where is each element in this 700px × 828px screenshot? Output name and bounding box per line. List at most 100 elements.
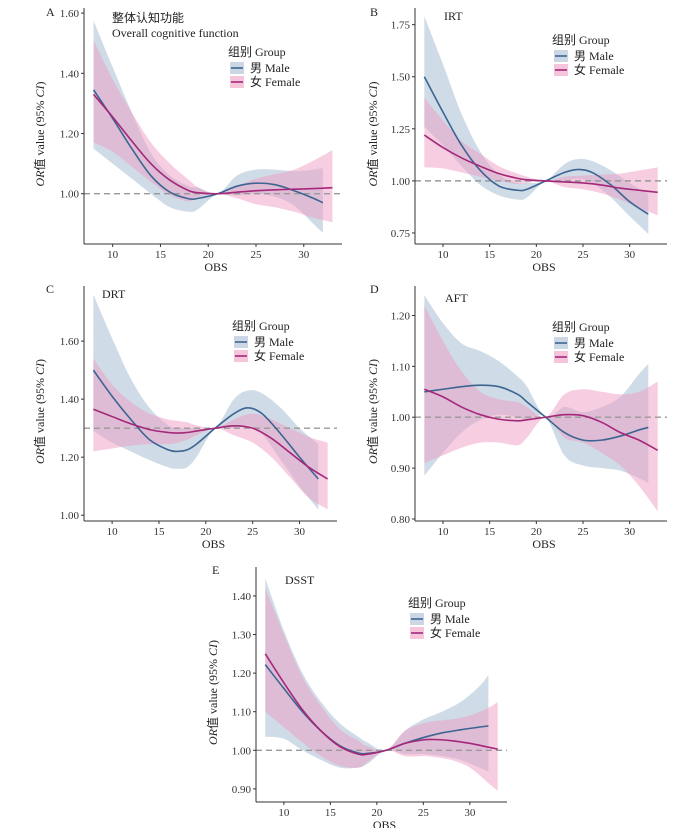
panel-d: 10 15 20 25 30 0.80 0.90 1.00 1.10 1.20 OBS OR值 val… — [365, 282, 667, 551]
panel-subtitle: Overall cognitive function — [112, 26, 239, 40]
legend-item-female: 女 Female — [230, 74, 300, 89]
x-tick-label: 20 — [531, 249, 543, 261]
panel-c: 10 15 20 25 30 1.00 1.20 1.40 1.60 OBS OR值 value (… — [32, 282, 337, 551]
panel-letter: D — [370, 282, 379, 296]
y-tick-label: 0.75 — [391, 228, 411, 240]
y-tick-label: 1.00 — [60, 510, 80, 522]
legend-label: 女 Female — [250, 74, 300, 89]
legend-label: 女 Female — [574, 349, 624, 364]
male-line — [424, 384, 649, 442]
y-tick-label: 1.60 — [60, 336, 80, 348]
x-tick-label: 10 — [438, 526, 450, 538]
female-line — [92, 93, 333, 195]
x-tick-label: 25 — [418, 807, 430, 819]
panel-title: DSST — [285, 573, 315, 587]
legend-item-male: 男 Male — [554, 49, 614, 63]
y-tick-label: 1.20 — [60, 452, 80, 464]
female-ci-band — [424, 305, 658, 512]
male-line — [423, 76, 649, 215]
panel-title: IRT — [444, 9, 463, 23]
y-tick-label: 1.30 — [232, 630, 252, 642]
x-tick-label: 30 — [624, 249, 636, 261]
panel-title: AFT — [445, 291, 468, 305]
y-tick-label: 0.90 — [232, 784, 252, 796]
y-tick-label: 1.00 — [60, 189, 80, 201]
legend-item-male: 男 Male — [230, 61, 290, 75]
legend-title: 组别 Group — [408, 596, 466, 610]
x-axis-title: OBS — [204, 260, 227, 274]
y-tick-label: 1.50 — [391, 72, 411, 84]
panel-letter: C — [46, 282, 54, 296]
x-tick-label: 20 — [371, 807, 383, 819]
y-tick-label: 1.00 — [391, 412, 411, 424]
x-tick-label: 10 — [438, 249, 450, 261]
y-tick-label: 1.60 — [60, 8, 80, 20]
legend-label: 女 Female — [430, 625, 480, 640]
legend-title: 组别 Group — [552, 320, 610, 334]
x-tick-label: 15 — [153, 526, 165, 538]
y-tick-label: 1.40 — [232, 591, 252, 603]
male-ci-band — [424, 16, 649, 234]
legend-item-female: 女 Female — [554, 349, 624, 364]
x-tick-label: 15 — [484, 249, 496, 261]
legend-label: 男 Male — [574, 49, 614, 63]
y-tick-label: 0.90 — [391, 463, 411, 475]
female-line — [264, 653, 498, 756]
legend-item-female: 女 Female — [554, 62, 624, 77]
x-tick-label: 10 — [278, 807, 290, 819]
x-tick-label: 20 — [203, 249, 215, 261]
panel-letter: A — [46, 5, 55, 19]
x-tick-label: 10 — [107, 526, 119, 538]
panel-b: 10 15 20 25 30 0.75 1.00 1.25 1.50 1.75 OBS OR值 val… — [365, 5, 667, 274]
legend-item-male: 男 Male — [554, 336, 614, 350]
x-tick-label: 25 — [578, 249, 590, 261]
legend-label: 女 Female — [574, 62, 624, 77]
x-tick-label: 20 — [531, 526, 543, 538]
x-tick-label: 10 — [107, 249, 119, 261]
legend-label: 女 Female — [254, 348, 304, 363]
x-tick-label: 15 — [484, 526, 496, 538]
x-tick-label: 30 — [294, 526, 306, 538]
y-tick-label: 1.20 — [232, 668, 252, 680]
x-axis-title: OBS — [532, 260, 555, 274]
y-tick-label: 1.00 — [232, 745, 252, 757]
legend-title: 组别 Group — [232, 319, 290, 333]
legend-item-female: 女 Female — [410, 625, 480, 640]
x-tick-label: 25 — [578, 526, 590, 538]
y-tick-label: 1.10 — [391, 361, 411, 373]
y-tick-label: 1.20 — [391, 311, 411, 323]
x-tick-label: 20 — [200, 526, 212, 538]
legend-title: 组别 Group — [228, 45, 286, 59]
y-tick-label: 1.75 — [391, 20, 411, 32]
x-tick-label: 30 — [624, 526, 636, 538]
panel-e: 10 15 20 25 30 0.90 1.00 1.10 1.20 1.30 1.40 OBS OR值… — [205, 563, 507, 828]
x-axis-title: OBS — [532, 537, 555, 551]
y-tick-label: 1.10 — [232, 707, 252, 719]
y-axis-title: OR值 value (95% CI) — [32, 359, 47, 464]
x-tick-label: 30 — [298, 249, 310, 261]
x-axis-title: OBS — [202, 537, 225, 551]
x-tick-label: 25 — [251, 249, 263, 261]
y-tick-label: 1.40 — [60, 394, 80, 406]
y-tick-label: 1.40 — [60, 68, 80, 80]
y-tick-label: 1.20 — [60, 129, 80, 141]
y-axis-title: OR值 value (95% CI) — [32, 82, 47, 187]
legend-label: 男 Male — [254, 335, 294, 349]
female-line — [423, 134, 658, 194]
male-line — [92, 89, 324, 204]
y-tick-label: 1.25 — [391, 124, 411, 136]
y-tick-label: 1.00 — [391, 176, 411, 188]
x-tick-label: 15 — [325, 807, 337, 819]
y-axis-title: OR值 value (95% CI) — [365, 359, 380, 464]
x-tick-label: 25 — [247, 526, 259, 538]
female-ci-band — [93, 40, 333, 223]
female-line — [424, 388, 659, 452]
legend-label: 男 Male — [574, 336, 614, 350]
y-tick-label: 0.80 — [391, 514, 411, 526]
